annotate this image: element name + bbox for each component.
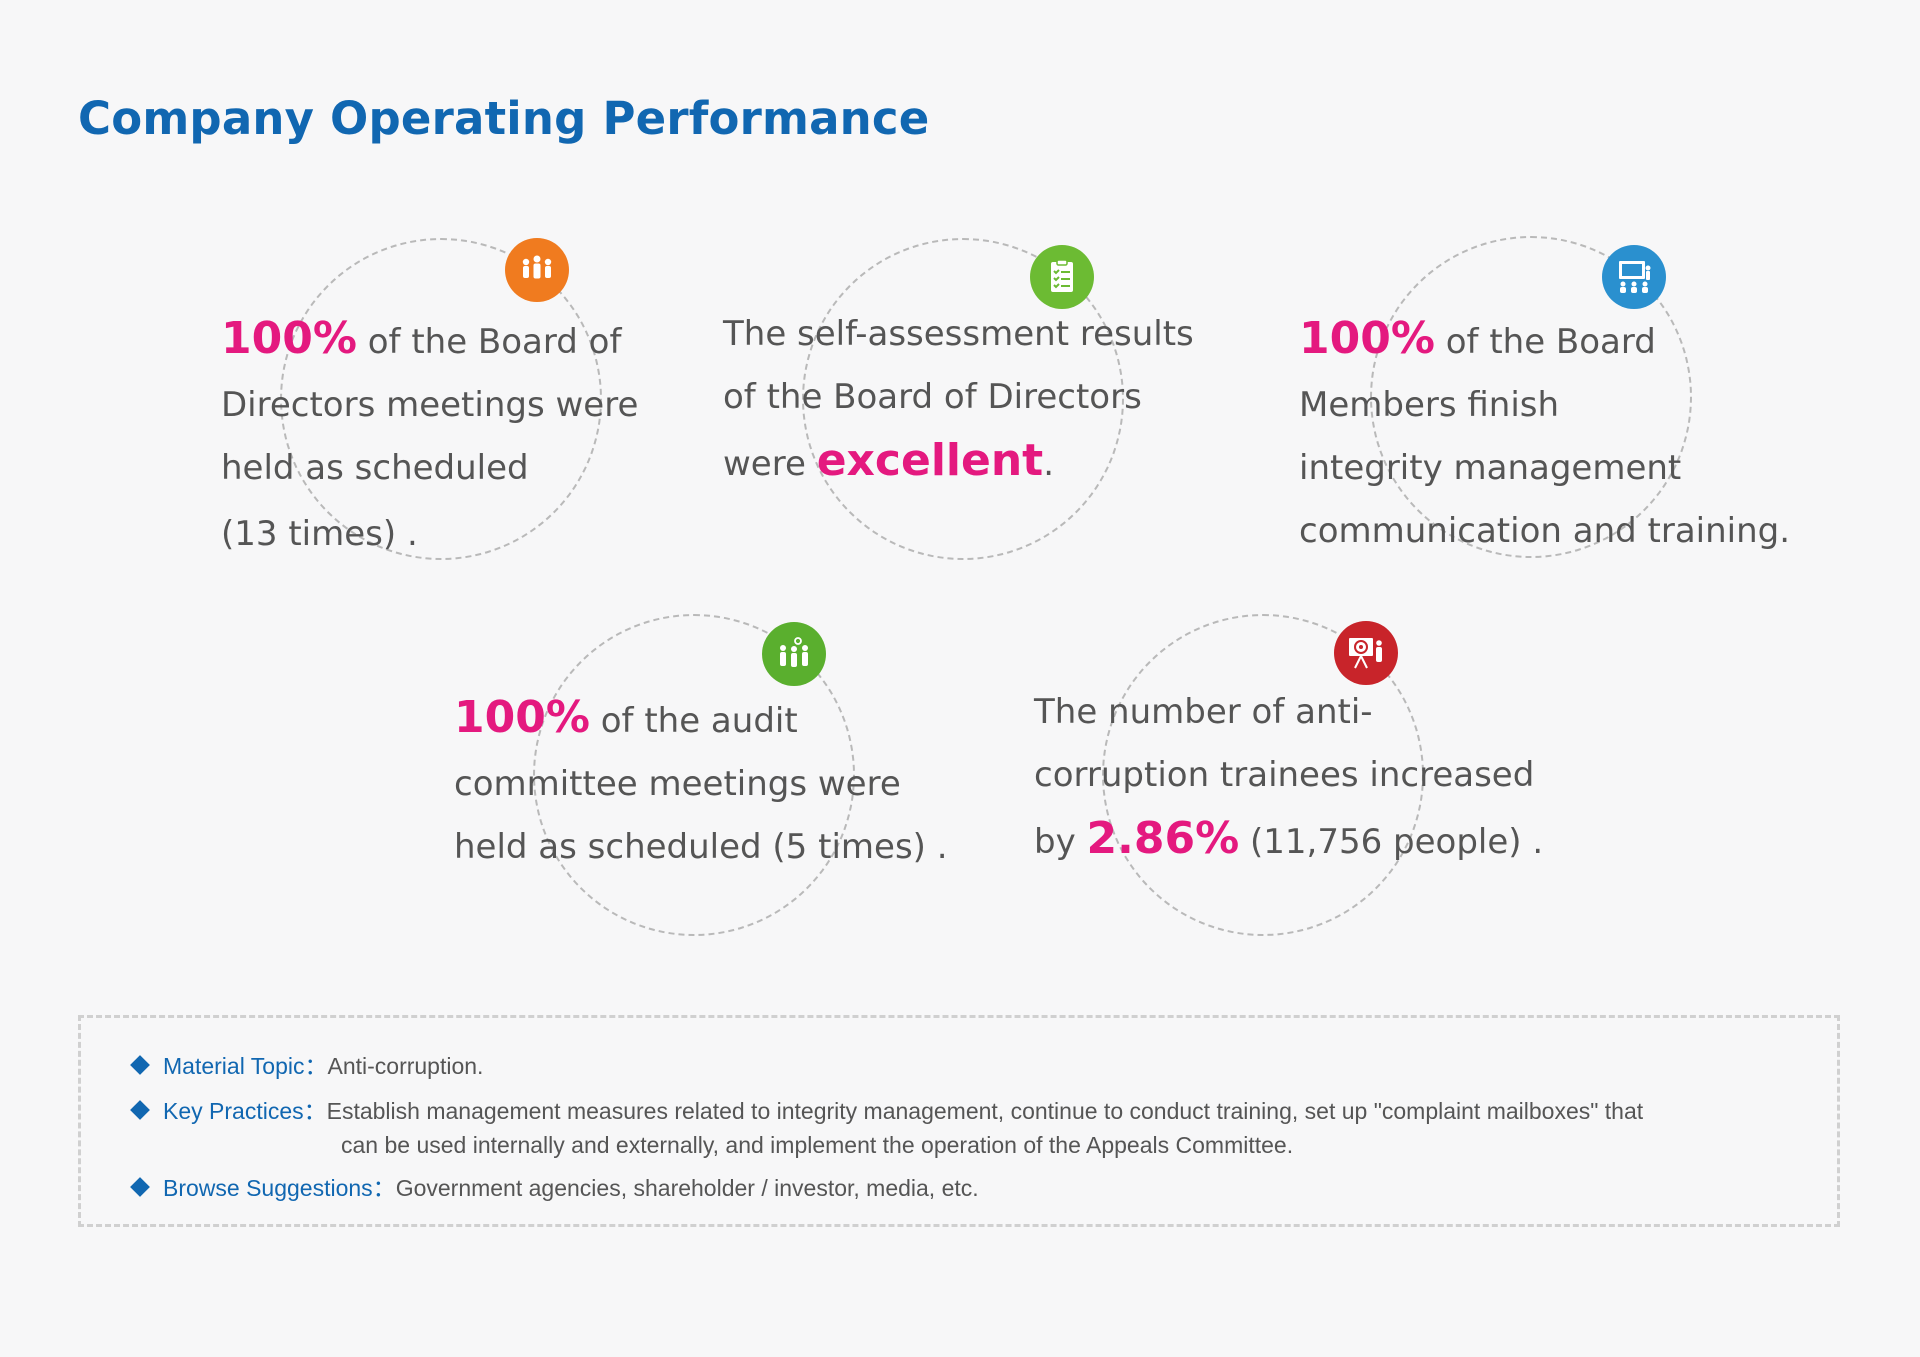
board-meeting-people-icon bbox=[505, 238, 569, 302]
stat-text: of the Board of bbox=[356, 322, 622, 362]
stat-text: of the audit bbox=[589, 701, 798, 741]
stat-text: The number of anti- bbox=[1034, 692, 1373, 732]
dashed-circle-ring bbox=[533, 614, 855, 936]
diamond-bullet-icon bbox=[130, 1055, 150, 1075]
stat-text: of the Board bbox=[1434, 322, 1656, 362]
material-topic-text: Anti-corruption. bbox=[327, 1053, 484, 1079]
browse-suggestions-row: Browse Suggestions：Government agencies, … bbox=[130, 1169, 979, 1203]
stat-highlight: 2.86% bbox=[1086, 813, 1240, 864]
stat-text: Directors meetings were bbox=[221, 385, 639, 425]
target-presentation-icon bbox=[1334, 621, 1398, 685]
stat-highlight: 100% bbox=[1299, 313, 1435, 364]
stat-integrity-training: 100% of the Board Members finish integri… bbox=[1299, 307, 1790, 563]
stat-text: (13 times) . bbox=[221, 514, 418, 554]
stat-self-assessment: The self-assessment results of the Board… bbox=[723, 303, 1194, 496]
key-practices-text: Establish management measures related to… bbox=[326, 1098, 1644, 1124]
material-topic-row: Material Topic：Anti-corruption. bbox=[130, 1047, 484, 1081]
page-title: Company Operating Performance bbox=[78, 92, 930, 145]
diamond-bullet-icon bbox=[130, 1100, 150, 1120]
stat-text: Members finish bbox=[1299, 385, 1560, 425]
presentation-training-icon bbox=[1602, 245, 1666, 309]
material-topic-label: Material Topic： bbox=[163, 1053, 328, 1079]
key-practices-text-continued: can be used internally and externally, a… bbox=[341, 1132, 1294, 1158]
stat-text: . bbox=[1043, 444, 1055, 484]
browse-suggestions-label: Browse Suggestions： bbox=[163, 1175, 396, 1201]
audit-committee-people-icon bbox=[762, 622, 826, 686]
stat-text: of the Board of Directors bbox=[723, 377, 1142, 417]
stat-text: were bbox=[723, 444, 817, 484]
stat-text: corruption trainees increased bbox=[1034, 755, 1535, 795]
stat-text: held as scheduled (5 times) . bbox=[454, 827, 948, 867]
stat-text: held as scheduled bbox=[221, 448, 529, 488]
stat-anti-corruption-trainees: The number of anti- corruption trainees … bbox=[1034, 681, 1543, 874]
browse-suggestions-text: Government agencies, shareholder / inves… bbox=[395, 1175, 979, 1201]
dashed-circle-ring bbox=[280, 238, 602, 560]
stat-text: The self-assessment results bbox=[723, 314, 1194, 354]
stat-text: committee meetings were bbox=[454, 764, 901, 804]
stat-text: communication and training. bbox=[1299, 511, 1791, 551]
stat-highlight: excellent bbox=[816, 435, 1044, 486]
key-practices-label: Key Practices： bbox=[163, 1098, 327, 1124]
dashed-circle-ring bbox=[802, 238, 1124, 560]
dashed-circle-ring bbox=[1370, 236, 1692, 558]
stat-highlight: 100% bbox=[454, 692, 590, 743]
stat-highlight: 100% bbox=[221, 313, 357, 364]
dashed-circle-ring bbox=[1102, 614, 1424, 936]
diamond-bullet-icon bbox=[130, 1177, 150, 1197]
stat-audit-committee: 100% of the audit committee meetings wer… bbox=[454, 686, 948, 879]
key-practices-row: Key Practices：Establish management measu… bbox=[130, 1092, 1644, 1159]
stat-text: (11,756 people) . bbox=[1239, 822, 1544, 862]
info-box: Material Topic：Anti-corruption. Key Prac… bbox=[78, 1015, 1840, 1227]
checklist-clipboard-icon bbox=[1030, 245, 1094, 309]
stat-text: integrity management bbox=[1299, 448, 1682, 488]
stat-text: by bbox=[1034, 822, 1087, 862]
stat-board-meetings: 100% of the Board of Directors meetings … bbox=[221, 307, 638, 566]
